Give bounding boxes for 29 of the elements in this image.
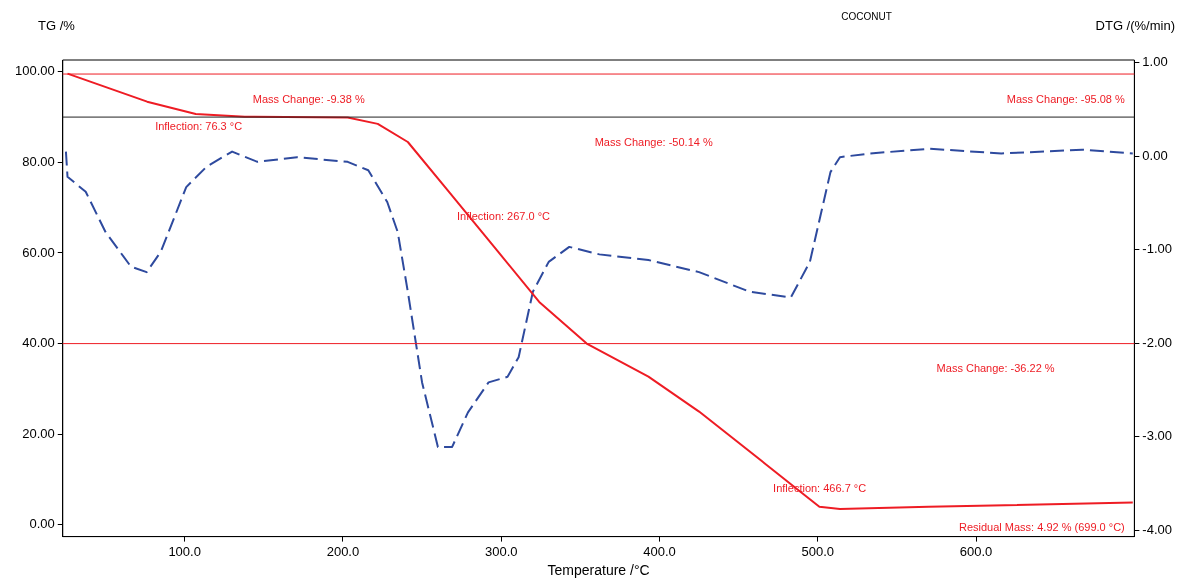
x-tick-label: 200.0 <box>326 543 360 559</box>
y2-tick-label: -2.00 <box>1142 334 1173 350</box>
y2-axis-title: DTG /(%/min) <box>1095 18 1175 33</box>
y-tick-label: 100.00 <box>15 63 55 79</box>
line-series <box>64 147 1134 448</box>
y2-tick-label: 1.00 <box>1142 54 1168 70</box>
y2-tick-label: -3.00 <box>1142 428 1173 444</box>
y2-tick-label: -1.00 <box>1142 241 1173 257</box>
x-tick-label: 500.0 <box>801 543 835 559</box>
annotation: Mass Change: -95.08 % <box>1006 92 1125 105</box>
x-tick-label: 400.0 <box>643 543 676 559</box>
annotation: Inflection: 76.3 °C <box>155 120 243 133</box>
y2-tick-label: -4.00 <box>1142 521 1173 537</box>
annotation: Residual Mass: 4.92 % (699.0 °C) <box>958 521 1125 534</box>
y-tick-label: 40.00 <box>22 335 55 351</box>
y2-tick-label: 0.00 <box>1142 147 1168 163</box>
y-tick-label: 20.00 <box>22 425 55 441</box>
annotation: Mass Change: -9.38 % <box>252 92 365 105</box>
y-tick-label: 0.00 <box>29 516 55 532</box>
x-tick-label: 100.0 <box>168 543 201 559</box>
x-axis-title: Temperature /°C <box>547 562 650 579</box>
annotation: Mass Change: -36.22 % <box>936 362 1055 375</box>
y-tick-label: 60.00 <box>22 244 55 260</box>
chart-title: COCONUT <box>841 11 892 22</box>
y-axis-title: TG /% <box>38 18 76 33</box>
x-tick-label: 600.0 <box>959 543 993 559</box>
y-tick-label: 80.00 <box>22 153 55 169</box>
x-tick-label: 300.0 <box>484 543 518 559</box>
annotation: Mass Change: -50.14 % <box>594 135 713 148</box>
